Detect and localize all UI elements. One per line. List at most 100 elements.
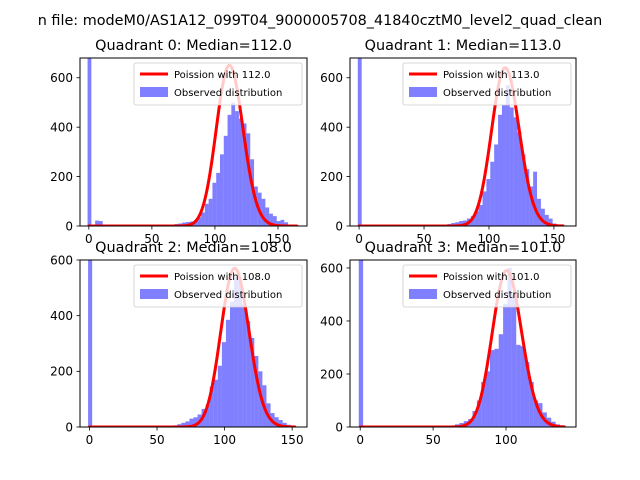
legend-patch-swatch (409, 289, 437, 299)
histogram-bar (235, 111, 239, 226)
histogram-bar (537, 198, 541, 226)
x-tick-label: 100 (478, 232, 501, 246)
histogram-bar (276, 221, 281, 226)
histogram-bar (494, 348, 499, 427)
histogram-bar (274, 417, 279, 427)
histogram-bar (474, 211, 479, 226)
legend-patch-swatch (409, 87, 437, 97)
y-tick-label: 400 (320, 314, 343, 328)
axes-frame (79, 57, 308, 227)
plot-area (357, 58, 565, 226)
legend-box (402, 264, 572, 308)
plot-area (358, 260, 566, 427)
x-tick-label: 0 (355, 232, 363, 246)
histogram-bar (520, 346, 525, 427)
histogram-bar (533, 171, 538, 226)
histogram-bar (511, 294, 517, 427)
legend: Poission with 108.0 Observed distribution (133, 264, 303, 308)
histogram-bar (498, 334, 504, 427)
y-tick-label: 600 (50, 71, 73, 85)
axes-frame (349, 57, 577, 227)
histogram-bar (193, 221, 198, 226)
histogram-bar (282, 422, 287, 427)
x-tick-label: 50 (416, 232, 431, 246)
histogram-bar (219, 154, 224, 226)
histogram-bar (544, 214, 549, 226)
histogram-bar (216, 172, 220, 226)
histogram-bar (481, 381, 486, 427)
poisson-fit-line (358, 269, 566, 427)
histogram-bar (238, 118, 243, 226)
histogram-bar (280, 219, 285, 226)
axes-frame (349, 259, 577, 428)
legend: Poission with 112.0 Observed distribution (133, 62, 303, 106)
y-tick-label: 200 (320, 367, 343, 381)
histogram-bar (358, 260, 364, 427)
chart-panel-2: 0 50 100 150 0 200 400 600 Quadrant 2: Median=10… (50, 240, 308, 447)
legend-label-fit: Poission with 113.0 (443, 70, 539, 81)
x-tick-label: 0 (85, 232, 93, 246)
y-tick-label: 600 (320, 261, 343, 275)
histogram-bar (212, 182, 217, 226)
legend-label-hist: Observed distribution (174, 88, 282, 99)
histogram-bar (246, 133, 251, 226)
legend-label-fit: Poission with 112.0 (174, 70, 270, 81)
histogram-bar (524, 362, 530, 427)
histogram-bar (221, 342, 226, 427)
histogram-bar (529, 186, 534, 226)
histogram-bar (529, 381, 534, 427)
histogram-bar (486, 179, 491, 226)
y-tick-label: 600 (50, 253, 73, 267)
histogram-bar (201, 212, 205, 226)
histogram-bar (509, 107, 514, 226)
legend: Poission with 101.0 Observed distribution (402, 264, 572, 308)
histogram-bar (231, 102, 236, 226)
poisson-fit-line (87, 266, 297, 427)
plot-area (87, 260, 297, 427)
histogram-bar (98, 221, 103, 226)
panel-title: Quadrant 3: Median=101.0 (365, 240, 562, 256)
y-tick-label: 0 (335, 420, 343, 434)
x-tick-label: 50 (144, 232, 159, 246)
histogram-bar (517, 132, 522, 226)
histogram-bar (193, 417, 198, 427)
histogram-bar (217, 365, 222, 427)
y-tick-label: 0 (65, 219, 73, 233)
legend-label-hist: Observed distribution (443, 290, 551, 301)
panel-title: Quadrant 2: Median=108.0 (95, 240, 292, 256)
histogram-bar (485, 371, 490, 427)
poisson-fit-line (357, 66, 565, 226)
histogram-bar (88, 260, 93, 427)
y-tick-label: 400 (320, 120, 343, 134)
histogram-bar (185, 421, 190, 427)
histogram-bar (87, 58, 92, 226)
histogram-bar (209, 386, 214, 427)
histogram-bar (478, 205, 483, 226)
histogram-bar (254, 186, 258, 226)
histogram-bar (238, 279, 243, 427)
y-tick-label: 0 (335, 219, 343, 233)
y-tick-label: 600 (320, 71, 343, 85)
histogram-bar (489, 350, 495, 427)
histogram-bar (265, 207, 270, 226)
histogram-bar (269, 213, 273, 226)
x-tick-label: 50 (425, 433, 440, 447)
histogram-bar (516, 344, 521, 427)
legend-box (133, 62, 303, 106)
legend-patch-swatch (140, 289, 168, 299)
histogram-bar (208, 198, 213, 226)
chart-panel-1: 0 50 100 150 0 200 400 600 Quadrant 1: Median=11… (320, 38, 577, 246)
histogram-bar (225, 319, 230, 427)
histogram-bar (204, 203, 209, 226)
legend-box (133, 264, 303, 308)
histogram-bar (525, 169, 530, 226)
histogram-bar (189, 418, 194, 427)
histogram-bar (513, 117, 518, 226)
histogram-bar (455, 222, 460, 226)
histogram-bar (234, 276, 239, 427)
histogram-bar (227, 114, 232, 226)
x-tick-label: 50 (149, 433, 164, 447)
histogram-bar (548, 218, 553, 226)
histogram-bar (223, 135, 228, 226)
